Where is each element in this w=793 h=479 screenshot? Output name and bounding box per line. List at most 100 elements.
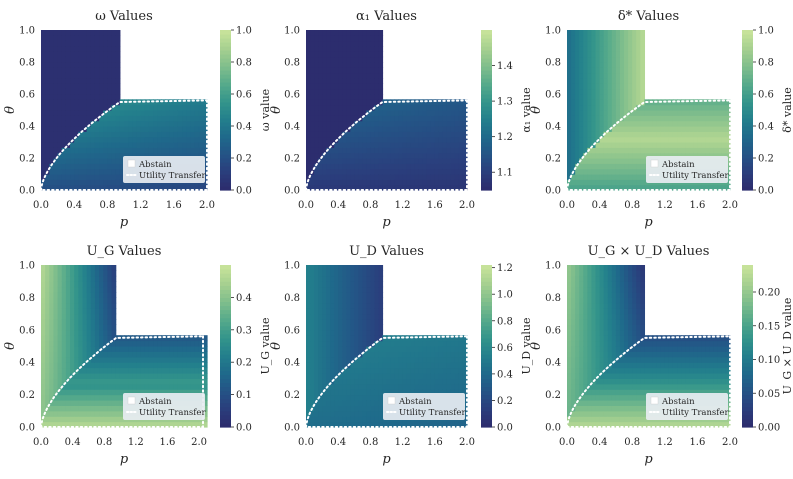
heatmap-cell [107,67,113,74]
heatmap-cell [190,378,196,385]
heatmap-cell [82,78,88,84]
heatmap-cell [61,168,67,175]
heatmap-cell [689,115,694,122]
heatmap-cell [378,356,384,363]
heatmap-cell [41,110,46,116]
heatmap-cell [648,115,654,122]
heatmap-cell [438,99,444,106]
heatmap-cell [61,416,67,423]
heatmap-cell [346,142,351,148]
heatmap-cell [571,46,576,52]
y-axis-label: θ [269,342,284,350]
heatmap-cell [571,131,576,138]
heatmap-cell [124,126,129,132]
heatmap-cell [402,110,408,116]
heatmap-cell [70,35,75,42]
heatmap-cell [202,362,208,369]
heatmap-cell [119,110,125,116]
heatmap-cell [111,265,117,271]
heatmap-cell [99,400,104,406]
heatmap-cell [442,115,448,122]
heatmap-cell [82,83,88,90]
heatmap-cell [310,136,315,143]
heatmap-cell [326,265,331,271]
heatmap-cell [310,292,315,298]
heatmap-cell [426,340,432,347]
heatmap-cell [310,184,315,191]
heatmap-cell [386,346,392,352]
heatmap-cell [406,373,412,379]
heatmap-cell [115,83,121,90]
heatmap-cell [45,270,50,277]
heatmap-cell [458,356,464,363]
heatmap-cell [346,389,351,396]
heatmap-cell [386,367,392,374]
heatmap-cell [362,120,367,127]
heatmap-cell [418,152,424,159]
heatmap-cell [458,340,464,347]
heatmap-cell [107,126,113,132]
heatmap-cell [656,120,662,127]
heatmap-cell [41,270,46,277]
heatmap-cell [115,163,121,170]
heatmap-cell [370,56,376,63]
heatmap-cell [322,88,327,95]
heatmap-cell [587,94,593,100]
heatmap-cell [194,362,200,369]
heatmap-cell [194,367,200,374]
heatmap-cell [358,346,363,352]
heatmap-cell [595,56,601,63]
heatmap-cell [314,158,319,164]
heatmap-cell [86,115,92,122]
colorbar-segment [742,106,753,111]
heatmap-cell [128,335,133,342]
colorbar-segment [481,265,492,270]
heatmap-cell [362,400,367,406]
heatmap-cell [370,94,376,100]
heatmap-cell [157,184,162,191]
heatmap-cell [177,351,183,358]
heatmap-cell [94,270,100,277]
heatmap-cell [338,346,343,352]
heatmap-cell [94,367,100,374]
heatmap-cell [322,147,327,154]
heatmap-cell [322,72,327,79]
heatmap-cell [390,110,396,116]
heatmap-cell [140,120,146,127]
heatmap-cell [128,362,133,369]
heatmap-cell [61,99,67,106]
heatmap-cell [128,421,133,428]
heatmap-cell [656,142,662,148]
heatmap-cell [326,308,331,315]
heatmap-cell [575,152,580,159]
heatmap-cell [132,346,138,352]
heatmap-cell [99,104,104,111]
heatmap-cell [717,126,723,132]
heatmap-cell [57,174,63,180]
heatmap-cell [90,329,96,336]
heatmap-cell [619,104,625,111]
heatmap-cell [65,400,71,406]
heatmap-cell [426,389,432,396]
heatmap-cell [668,131,674,138]
heatmap-cell [438,126,444,132]
heatmap-cell [334,35,339,42]
heatmap-cell [628,126,633,132]
heatmap-cell [186,340,191,347]
heatmap-cell [599,168,605,175]
heatmap-cell [144,152,150,159]
heatmap-cell [330,120,335,127]
heatmap-cell [78,40,84,47]
heatmap-cell [61,131,67,138]
colorbar-segment [481,398,492,404]
heatmap-cell [338,400,343,406]
heatmap-cell [406,389,412,396]
heatmap-cell [161,142,167,148]
heatmap-cell [414,184,420,191]
heatmap-cell [575,62,580,68]
heatmap-cell [82,270,88,277]
heatmap-cell [689,131,694,138]
heatmap-cell [53,313,59,320]
heatmap-cell [350,179,355,186]
heatmap-cell [310,56,315,63]
